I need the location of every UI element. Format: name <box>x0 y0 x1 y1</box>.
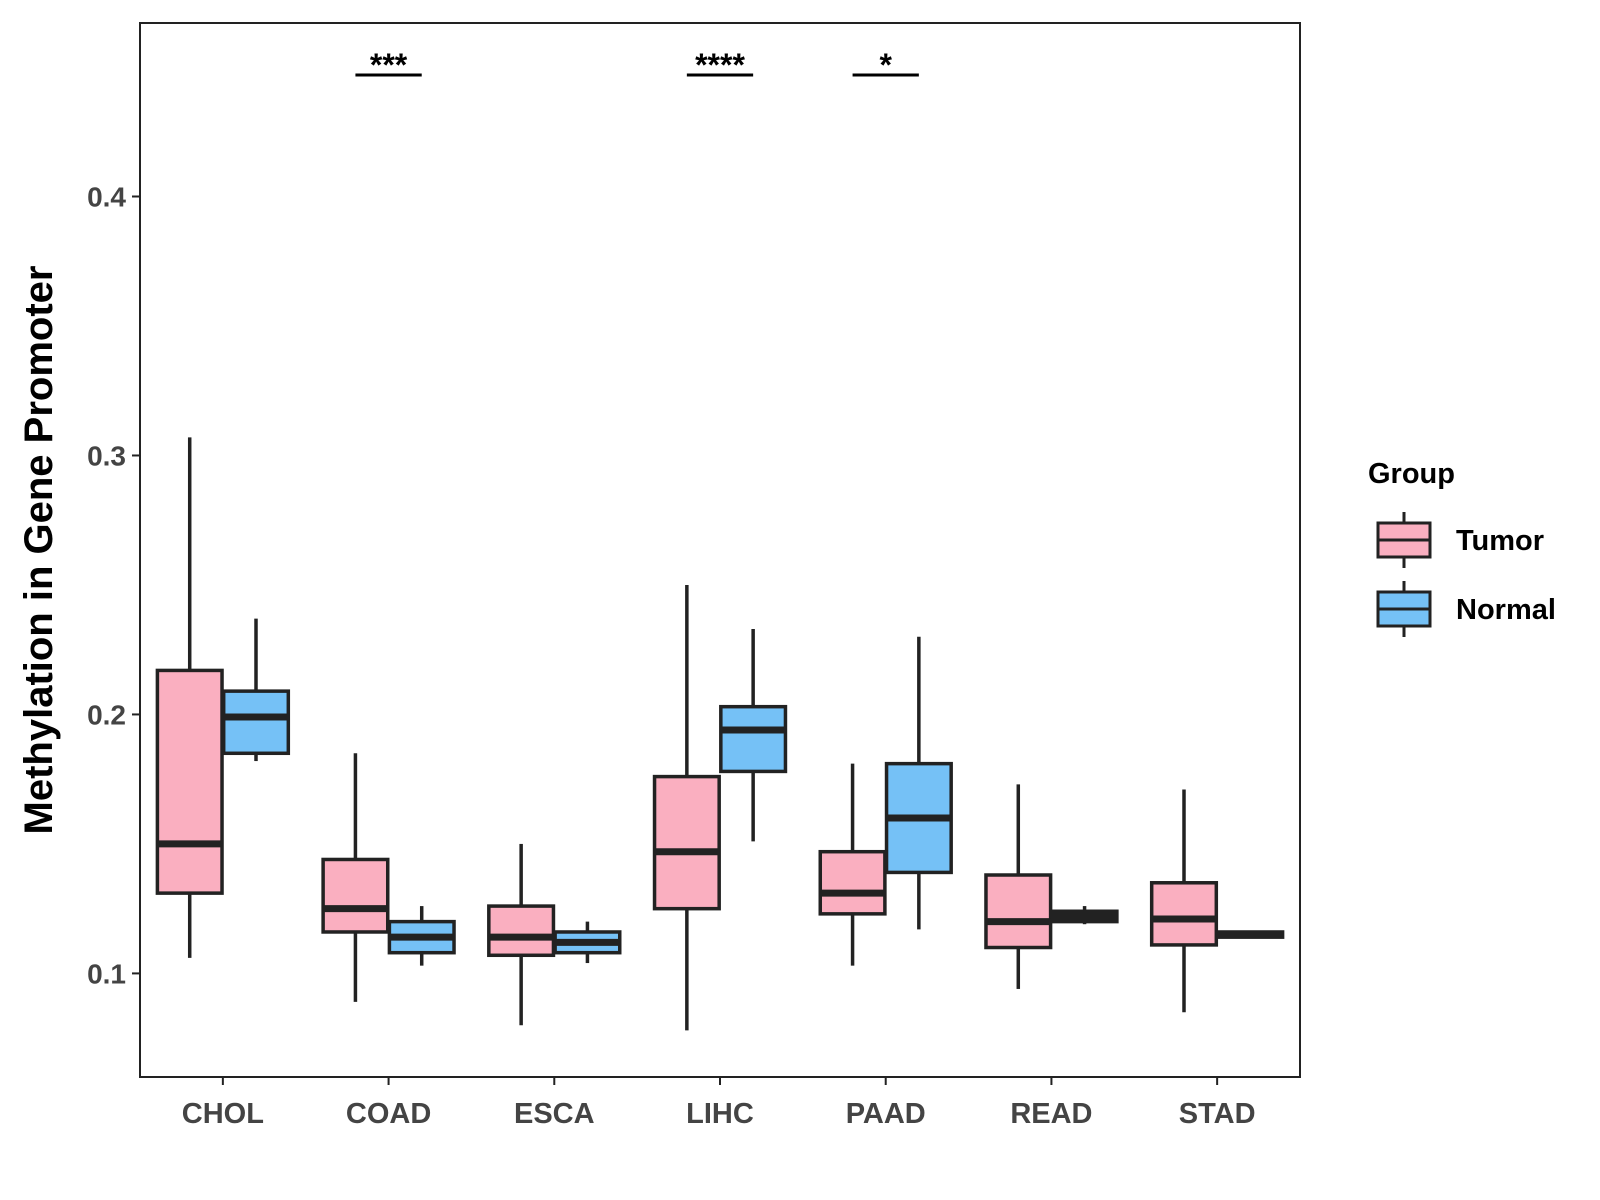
box-tumor-coad <box>321 753 390 1002</box>
y-axis: 0.1 0.2 0.3 0.4 <box>87 182 140 989</box>
x-tick-label: CHOL <box>182 1098 264 1130</box>
box-tumor-esca <box>487 843 556 1026</box>
box-tumor-lihc <box>652 584 721 1031</box>
significance-label: **** <box>695 47 745 83</box>
x-axis: CHOL COAD ESCA LIHC PAAD READ STAD <box>182 1077 1256 1130</box>
plot-panel <box>139 22 1301 1078</box>
legend-label: Tumor <box>1456 525 1544 557</box>
box-body <box>487 904 556 958</box>
box-body <box>321 857 390 934</box>
significance-label: * <box>879 47 892 83</box>
y-tick-label: 0.4 <box>87 182 126 213</box>
box-tumor-stad <box>1149 789 1219 1013</box>
box-tumor-paad <box>818 763 887 966</box>
legend-item-tumor: Tumor <box>1376 512 1544 568</box>
x-tick-label: LIHC <box>686 1098 754 1130</box>
box-normal-lihc <box>719 628 788 842</box>
box-normal-chol <box>221 618 291 762</box>
box-body <box>221 689 291 756</box>
legend-item-normal: Normal <box>1376 581 1556 637</box>
x-tick-label: COAD <box>346 1098 431 1130</box>
box-normal-paad <box>884 636 953 930</box>
x-tick-label: ESCA <box>514 1098 595 1130</box>
box-tumor-read <box>984 784 1053 989</box>
box-body <box>984 873 1053 950</box>
y-axis-title: Methylation in Gene Promoter <box>17 266 61 835</box>
y-tick-label: 0.1 <box>87 958 126 989</box>
legend: Group Tumor Normal <box>1368 458 1556 637</box>
box-body <box>818 849 887 916</box>
box-body <box>155 668 224 895</box>
significance-annotations: *** **** * <box>355 47 919 83</box>
x-tick-label: PAAD <box>846 1098 926 1130</box>
box-normal-coad <box>387 906 456 966</box>
box-normal-read <box>1050 906 1119 925</box>
box-body <box>719 704 788 774</box>
box-normal-esca <box>553 921 622 964</box>
box-normal-stad <box>1216 930 1285 939</box>
legend-title: Group <box>1368 458 1455 490</box>
y-tick-label: 0.2 <box>87 699 126 730</box>
box-body <box>652 774 721 911</box>
x-tick-label: STAD <box>1179 1098 1256 1130</box>
significance-label: *** <box>370 47 408 83</box>
box-tumor-chol <box>155 437 224 958</box>
box-series <box>155 437 1285 1031</box>
x-tick-label: READ <box>1010 1098 1092 1130</box>
box-body <box>1149 881 1219 947</box>
y-tick-label: 0.3 <box>87 440 126 471</box>
legend-label: Normal <box>1456 594 1556 626</box>
